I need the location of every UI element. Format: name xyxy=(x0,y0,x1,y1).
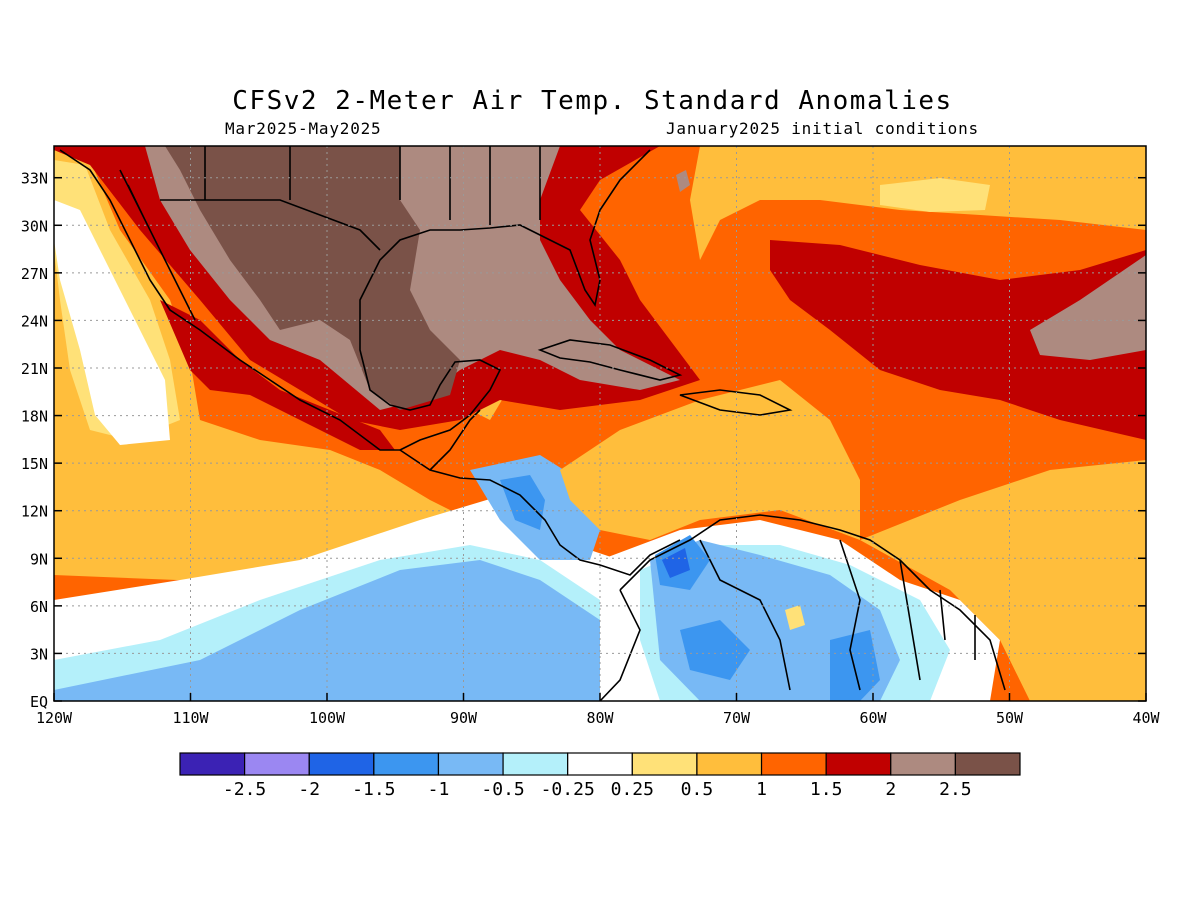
colorbar-label: 0.25 xyxy=(611,779,654,800)
lat-tick-label: 12N xyxy=(21,503,48,521)
forecast-period: Mar2025-May2025 xyxy=(225,119,382,138)
colorbar-label: -0.5 xyxy=(481,779,524,800)
map-title: CFSv2 2-Meter Air Temp. Standard Anomali… xyxy=(232,86,953,116)
colorbar-label: -0.25 xyxy=(541,779,595,800)
anomaly-region-0p5-1-atlantic-east xyxy=(860,460,1146,701)
colorbar-label: -1 xyxy=(428,779,450,800)
anomaly-region-1p5-2-atlantic xyxy=(770,240,1146,440)
anomaly-region-0p5-1-pacific xyxy=(54,150,470,585)
anomaly-region-1p5-2-pacific-coast xyxy=(160,300,395,450)
anomaly-region-near-zero-pacific xyxy=(54,200,170,445)
anomaly-field xyxy=(54,146,1146,701)
colorbar-swatch xyxy=(890,752,956,776)
coastline-south-america-north xyxy=(619,514,1006,691)
colorbar-swatch xyxy=(308,752,375,776)
anomaly-region-above-2p5-north-america xyxy=(165,146,460,410)
lat-tick-label: EQ xyxy=(30,693,48,711)
colorbar-swatch xyxy=(954,752,1021,776)
lon-tick-label: 110W xyxy=(172,709,209,727)
lon-tick-label: 100W xyxy=(309,709,346,727)
colorbar-label: 2.5 xyxy=(939,779,972,800)
coastline-north-america-pacific xyxy=(59,149,400,451)
colorbar-swatch xyxy=(825,752,892,776)
coastline-gulf-of-mexico xyxy=(359,149,651,451)
colorbar-label: 0.5 xyxy=(681,779,714,800)
lat-tick-label: 33N xyxy=(21,170,48,188)
border-us-mexico xyxy=(160,199,381,251)
anomaly-region-minus-0p5-pacific xyxy=(54,560,620,701)
lon-tick-label: 70W xyxy=(723,709,751,727)
colorbar-swatch xyxy=(179,752,246,776)
border-mexico-guatemala xyxy=(429,409,481,471)
lat-tick-label: 9N xyxy=(30,550,48,568)
colorbar-swatch xyxy=(373,752,440,776)
colorbar: -2.5 -2 -1.5 -1 -0.5 -0.25 0.25 0.5 1 1.5 2 2.5 xyxy=(179,752,1021,800)
colorbar-label: -2.5 xyxy=(223,779,266,800)
colorbar-swatch xyxy=(760,752,827,776)
lon-tick-label: 40W xyxy=(1132,709,1160,727)
anomaly-region-minus-1p5-colombia xyxy=(662,548,690,578)
anomaly-region-minus-1-central-america xyxy=(500,475,545,530)
axis-ticks: 120W 110W 100W 90W 80W 70W 60W 50W 40W EQ 3N 6N 9N 12… xyxy=(21,170,1161,727)
anomaly-region-minus-1-colombia xyxy=(680,620,750,680)
border-south-america-countries xyxy=(599,539,976,701)
anomaly-region-2-2p5-atlantic xyxy=(1030,255,1146,360)
lon-tick-label: 50W xyxy=(996,709,1024,727)
coastline-hispaniola xyxy=(679,389,793,416)
gridlines xyxy=(54,146,1146,701)
colorbar-label: 2 xyxy=(885,779,896,800)
anomaly-region-minus-1-venezuela xyxy=(830,630,880,701)
anomaly-region-above-2p5-north-america-east xyxy=(290,146,380,205)
coastline-central-america xyxy=(399,449,681,576)
coastline-baja-california xyxy=(119,169,196,321)
lat-tick-label: 15N xyxy=(21,455,48,473)
colorbar-swatch xyxy=(631,752,698,776)
colorbar-swatch xyxy=(244,752,310,776)
lat-tick-label: 30N xyxy=(21,217,48,235)
initial-conditions: January2025 initial conditions xyxy=(666,119,979,138)
colorbar-label: 1.5 xyxy=(810,779,843,800)
colorbar-swatch xyxy=(696,752,763,776)
coastlines xyxy=(59,146,1006,701)
anomaly-region-0p25-0p5-atlantic xyxy=(880,178,990,212)
colorbar-label: -1.5 xyxy=(352,779,395,800)
colorbar-label: 1 xyxy=(756,779,767,800)
border-us-states xyxy=(204,146,541,225)
colorbar-swatch xyxy=(437,752,504,776)
anomaly-region-0p5-1-caribbean xyxy=(560,380,860,540)
lon-tick-label: 80W xyxy=(586,709,614,727)
lon-tick-label: 90W xyxy=(450,709,478,727)
colorbar-label: -2 xyxy=(298,779,320,800)
anomaly-region-warm-pocket-guyana xyxy=(785,605,805,630)
anomaly-region-2-2p5-atlantic-small xyxy=(676,170,690,192)
lon-tick-label: 60W xyxy=(859,709,887,727)
colorbar-swatch xyxy=(567,752,633,776)
lat-tick-label: 27N xyxy=(21,265,48,283)
lon-tick-label: 120W xyxy=(36,709,73,727)
lat-tick-label: 6N xyxy=(30,598,48,616)
lat-tick-label: 21N xyxy=(21,360,48,378)
colorbar-swatch xyxy=(502,752,569,776)
coastline-cuba xyxy=(537,339,683,381)
lat-tick-label: 24N xyxy=(21,312,48,330)
lat-tick-label: 18N xyxy=(21,408,48,426)
lat-tick-label: 3N xyxy=(30,645,48,663)
